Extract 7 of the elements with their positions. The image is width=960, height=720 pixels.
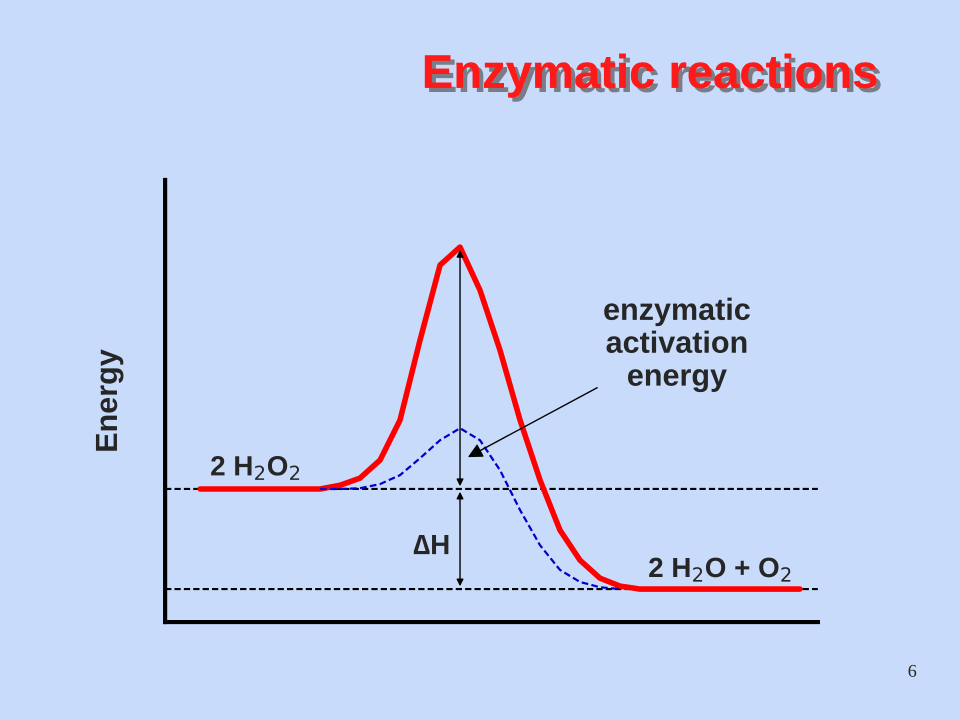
annotation: enzymatic activation energy: [604, 298, 750, 392]
annotation: 2 H$_{2}$O + O$_{2}$: [649, 558, 790, 582]
chart-title: Enzymatic reactions: [424, 54, 881, 102]
annotation: ∆H: [414, 535, 448, 554]
annotation: 2 H$_{2}$O$_{2}$: [211, 456, 300, 480]
text: 6: [908, 664, 916, 677]
y-axis-title: Energy: [96, 349, 124, 451]
